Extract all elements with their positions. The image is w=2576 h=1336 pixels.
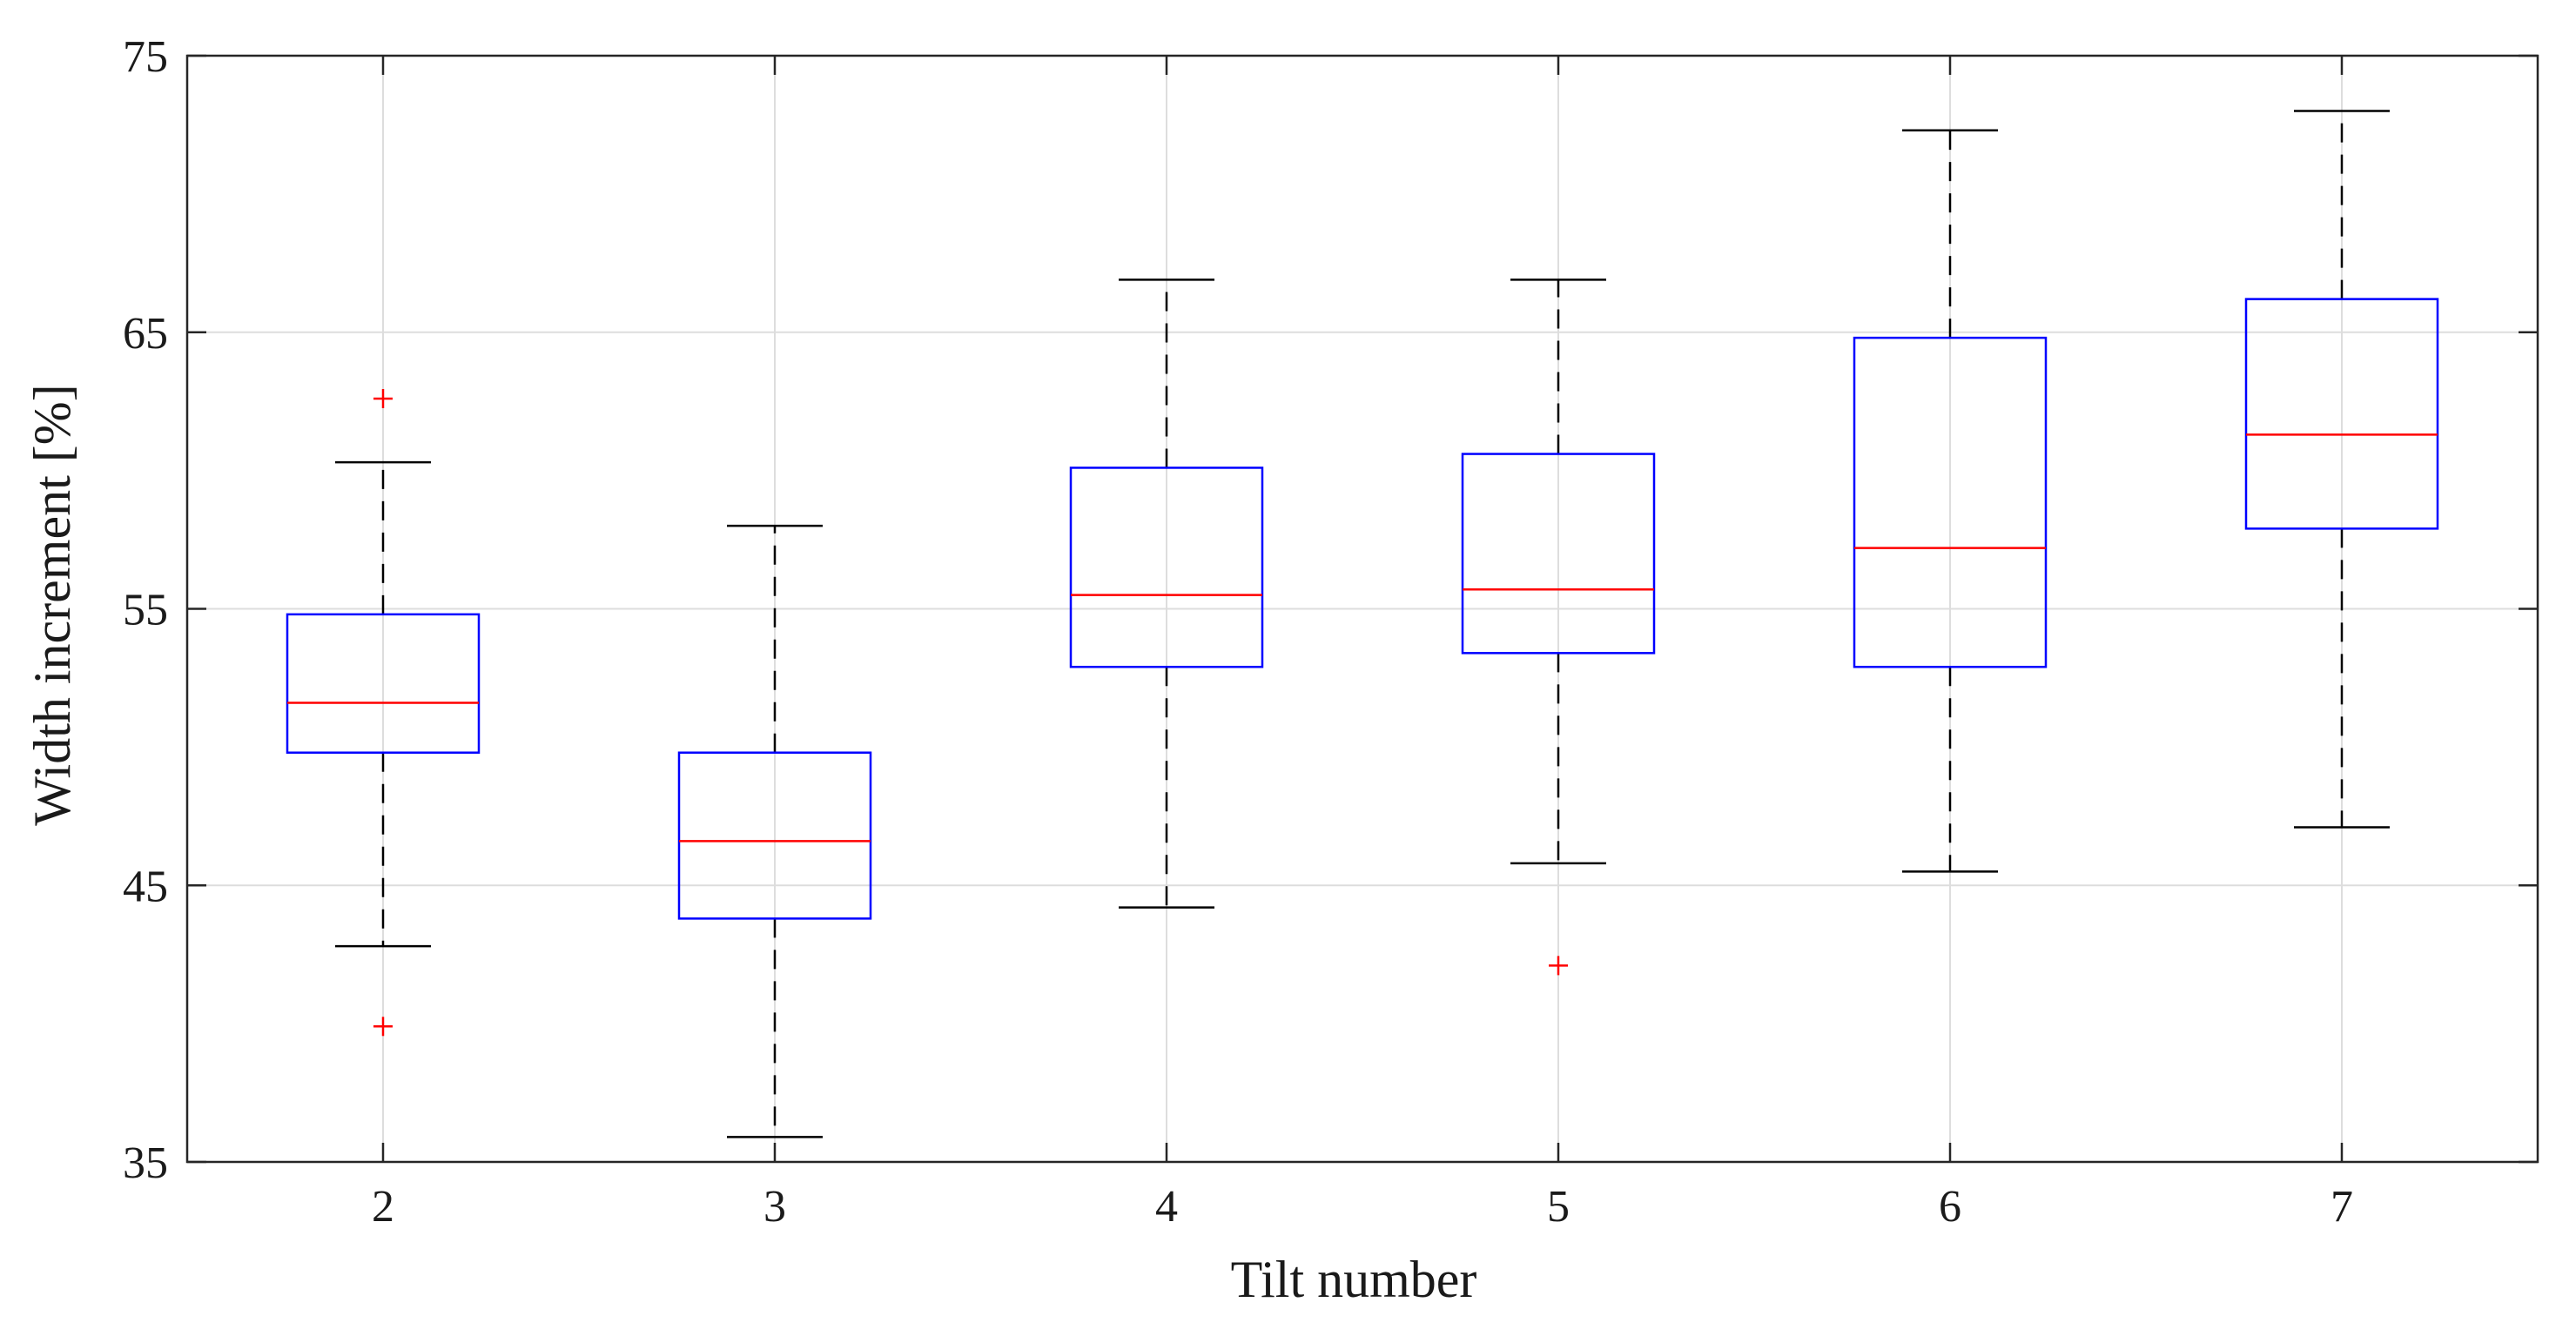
- axis-layer: [185, 54, 2539, 1164]
- iqr-box: [1853, 336, 2048, 668]
- x-axis-label: Tilt number: [1231, 1251, 1477, 1308]
- box-group-7: [2244, 110, 2439, 829]
- y-tick-label: 75: [123, 32, 168, 82]
- y-tick-label: 35: [123, 1138, 168, 1188]
- box-group-6: [1853, 129, 2048, 873]
- x-tick-label: 5: [1547, 1182, 1570, 1232]
- x-tick-label: 6: [1939, 1182, 1961, 1232]
- x-tick-label: 4: [1155, 1182, 1178, 1232]
- box-layer: [286, 110, 2439, 1138]
- y-axis-label: Width increment [%]: [24, 384, 81, 825]
- box-group-5: [1461, 279, 1656, 976]
- grid-layer: [187, 55, 2538, 1163]
- y-tick-label: 45: [123, 862, 168, 911]
- box-group-3: [677, 524, 872, 1138]
- y-tick-label: 55: [123, 586, 168, 635]
- iqr-box: [2244, 298, 2439, 530]
- iqr-box: [677, 751, 872, 920]
- iqr-box: [1461, 453, 1656, 655]
- box-group-2: [286, 389, 481, 1037]
- box-group-4: [1069, 279, 1264, 909]
- outlier-marker: [1549, 956, 1568, 976]
- y-tick-label: 65: [123, 309, 168, 359]
- x-tick-label: 3: [763, 1182, 786, 1232]
- iqr-box: [1069, 467, 1264, 668]
- outlier-marker: [373, 1017, 393, 1037]
- x-tick-label: 7: [2331, 1182, 2353, 1232]
- outlier-marker: [373, 389, 393, 409]
- x-tick-label: 2: [372, 1182, 394, 1232]
- iqr-box: [286, 613, 481, 754]
